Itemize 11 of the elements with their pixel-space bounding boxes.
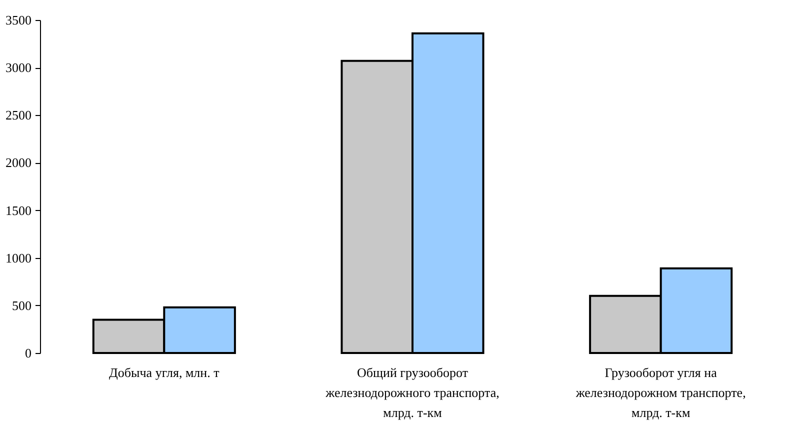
y-tick-label: 0 — [25, 346, 32, 360]
y-tick-label: 1500 — [6, 202, 32, 218]
y-tick-label: 3500 — [6, 12, 32, 28]
y-tick-label: 2000 — [6, 155, 32, 170]
x-tick-label: Добыча угля, млн. т — [109, 365, 220, 380]
y-tick-label: 500 — [12, 298, 32, 313]
y-tick-label: 3000 — [6, 60, 32, 76]
y-tick-label: 2500 — [6, 108, 32, 123]
y-tick-label: 1000 — [6, 250, 32, 266]
x-tick-label: Общий грузооборот железнодорожного транспорта, млрд. т-км — [324, 365, 500, 420]
x-tick-label: Грузооборот угля на железнодорожном транспорте, млрд. т-км — [574, 365, 746, 420]
